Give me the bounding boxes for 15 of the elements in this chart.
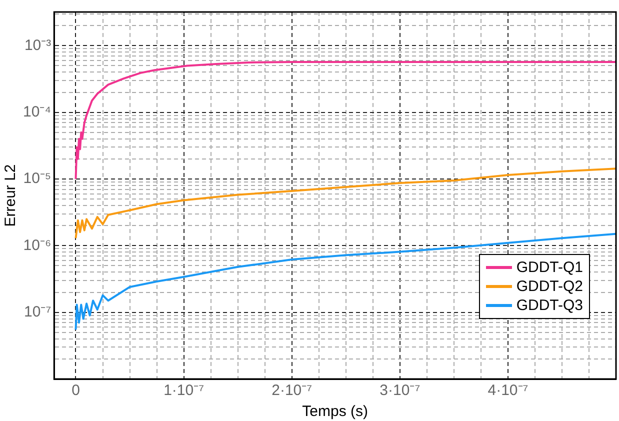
legend-label: GDDT-Q1 bbox=[516, 258, 583, 277]
y-tick-label: 10⁻⁵ bbox=[23, 170, 52, 188]
x-tick-label: 3·10⁻⁷ bbox=[380, 382, 420, 400]
legend-label: GDDT-Q3 bbox=[516, 296, 583, 315]
y-tick-label: 10⁻³ bbox=[24, 36, 52, 54]
y-axis-title: Erreur L2 bbox=[2, 164, 20, 227]
x-tick-label: 4·10⁻⁷ bbox=[488, 382, 528, 400]
y-tick-label: 10⁻⁶ bbox=[23, 236, 52, 254]
x-axis-title: Temps (s) bbox=[302, 403, 368, 420]
y-tick-label: 10⁻⁴ bbox=[22, 103, 52, 120]
legend-label: GDDT-Q2 bbox=[516, 277, 583, 296]
x-tick-label: 1·10⁻⁷ bbox=[164, 382, 204, 400]
x-tick-label: 2·10⁻⁷ bbox=[272, 382, 312, 400]
x-tick-label: 0 bbox=[72, 382, 80, 400]
y-tick-label: 10⁻⁷ bbox=[24, 303, 52, 320]
